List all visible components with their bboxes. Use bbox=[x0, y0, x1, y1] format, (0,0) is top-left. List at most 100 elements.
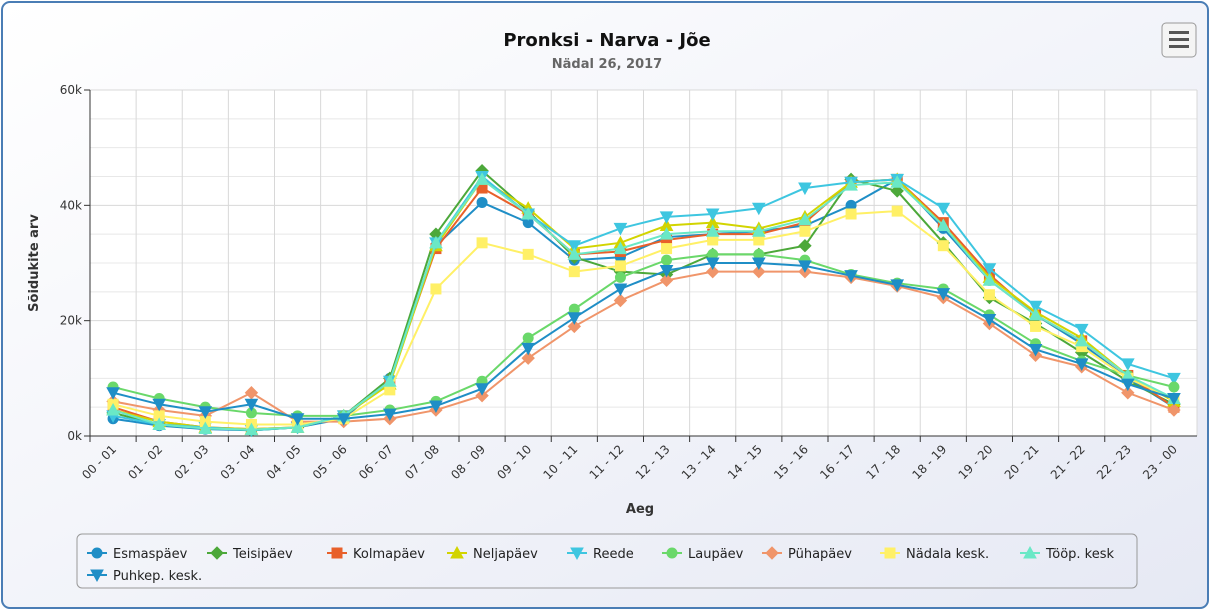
data-point bbox=[982, 314, 997, 327]
data-point bbox=[936, 218, 951, 232]
series-line bbox=[112, 177, 1175, 431]
legend-marker bbox=[450, 545, 464, 559]
data-point bbox=[522, 248, 534, 260]
data-point bbox=[891, 205, 903, 217]
data-point bbox=[798, 182, 812, 196]
data-point bbox=[567, 240, 582, 253]
data-point bbox=[614, 260, 626, 272]
data-point bbox=[936, 202, 951, 216]
data-point bbox=[982, 263, 997, 276]
data-point bbox=[614, 271, 626, 283]
legend-marker bbox=[884, 547, 896, 559]
legend-item[interactable]: Neljapäev bbox=[447, 545, 538, 562]
data-point bbox=[798, 212, 812, 226]
data-point bbox=[890, 175, 905, 188]
menu-bar bbox=[1169, 31, 1189, 34]
legend-item[interactable]: Pühapäev bbox=[762, 546, 852, 562]
data-point bbox=[1074, 323, 1089, 337]
chart-subtitle: Nädal 26, 2017 bbox=[552, 57, 662, 72]
data-point bbox=[106, 387, 120, 400]
data-point bbox=[659, 211, 674, 224]
legend-box bbox=[76, 533, 1138, 589]
legend-label: Kolmapäev bbox=[353, 547, 425, 562]
data-point bbox=[1167, 393, 1181, 406]
data-point bbox=[475, 383, 489, 396]
data-point bbox=[106, 403, 120, 416]
legend-marker bbox=[765, 546, 779, 560]
legend-item[interactable]: Laupäev bbox=[662, 547, 744, 562]
data-point bbox=[336, 413, 351, 426]
data-point bbox=[705, 208, 720, 222]
data-point bbox=[659, 227, 674, 240]
data-point bbox=[429, 235, 443, 249]
data-point bbox=[244, 422, 259, 436]
data-point bbox=[568, 266, 580, 278]
data-point bbox=[476, 237, 488, 249]
data-point bbox=[845, 208, 857, 220]
chart-title: Pronksi - Narva - Jõe bbox=[503, 30, 710, 51]
legend-item[interactable]: Reede bbox=[567, 547, 634, 562]
data-point bbox=[244, 386, 259, 400]
y-tick-label: 20k bbox=[60, 314, 82, 328]
data-point bbox=[1030, 320, 1042, 332]
legend-item[interactable]: Esmaspäev bbox=[87, 547, 188, 562]
data-point bbox=[198, 421, 213, 435]
data-point bbox=[1028, 344, 1043, 357]
legend-label: Puhkep. kesk. bbox=[113, 569, 202, 584]
data-point bbox=[613, 293, 628, 308]
legend-label: Pühapäev bbox=[788, 547, 852, 562]
data-point bbox=[705, 224, 720, 237]
legend-marker bbox=[666, 547, 678, 559]
series-line bbox=[112, 262, 1175, 420]
data-point bbox=[1074, 358, 1089, 371]
data-point bbox=[430, 283, 442, 295]
data-point bbox=[1120, 358, 1135, 371]
data-point bbox=[751, 202, 766, 216]
legend-label: Teisipäev bbox=[232, 547, 293, 562]
data-point bbox=[1028, 307, 1043, 321]
data-point bbox=[613, 241, 628, 255]
legend-marker bbox=[570, 547, 584, 561]
series bbox=[106, 172, 1181, 436]
data-point bbox=[661, 254, 673, 266]
data-point bbox=[1074, 333, 1089, 347]
menu-button[interactable] bbox=[1161, 22, 1197, 58]
data-point bbox=[751, 224, 766, 237]
data-point bbox=[844, 270, 858, 283]
data-point bbox=[1121, 386, 1135, 400]
data-point bbox=[521, 206, 536, 220]
data-point bbox=[476, 196, 488, 208]
data-point bbox=[567, 319, 582, 334]
data-point bbox=[659, 264, 674, 278]
legend-marker bbox=[1023, 545, 1037, 559]
legend-marker bbox=[331, 547, 343, 559]
data-point bbox=[429, 400, 443, 414]
data-point bbox=[798, 260, 812, 273]
legend-item[interactable]: Nädala kesk. bbox=[880, 547, 989, 562]
legend-marker bbox=[210, 546, 224, 560]
data-point bbox=[613, 222, 628, 236]
data-point bbox=[751, 257, 766, 271]
menu-bar bbox=[1169, 45, 1189, 48]
data-point bbox=[937, 240, 949, 252]
data-point bbox=[798, 238, 812, 253]
data-point bbox=[244, 398, 259, 412]
x-axis-title: Aeg bbox=[626, 502, 654, 517]
data-point bbox=[152, 398, 167, 412]
data-point bbox=[290, 413, 305, 426]
data-point bbox=[1028, 300, 1043, 314]
legend-item[interactable]: Kolmapäev bbox=[327, 547, 425, 562]
data-point bbox=[567, 247, 582, 260]
legend-item[interactable]: Tööp. kesk bbox=[1020, 545, 1114, 562]
data-point bbox=[1120, 378, 1135, 392]
data-point bbox=[844, 178, 858, 191]
legend-label: Neljapäev bbox=[473, 547, 538, 562]
legend-item[interactable]: Teisipäev bbox=[207, 546, 293, 562]
data-point bbox=[890, 184, 904, 198]
y-axis-title: Sõidukite arv bbox=[27, 214, 42, 312]
data-point bbox=[983, 289, 995, 301]
legend-label: Reede bbox=[593, 547, 634, 562]
data-point bbox=[1167, 403, 1181, 417]
legend-item[interactable]: Puhkep. kesk. bbox=[87, 569, 202, 584]
